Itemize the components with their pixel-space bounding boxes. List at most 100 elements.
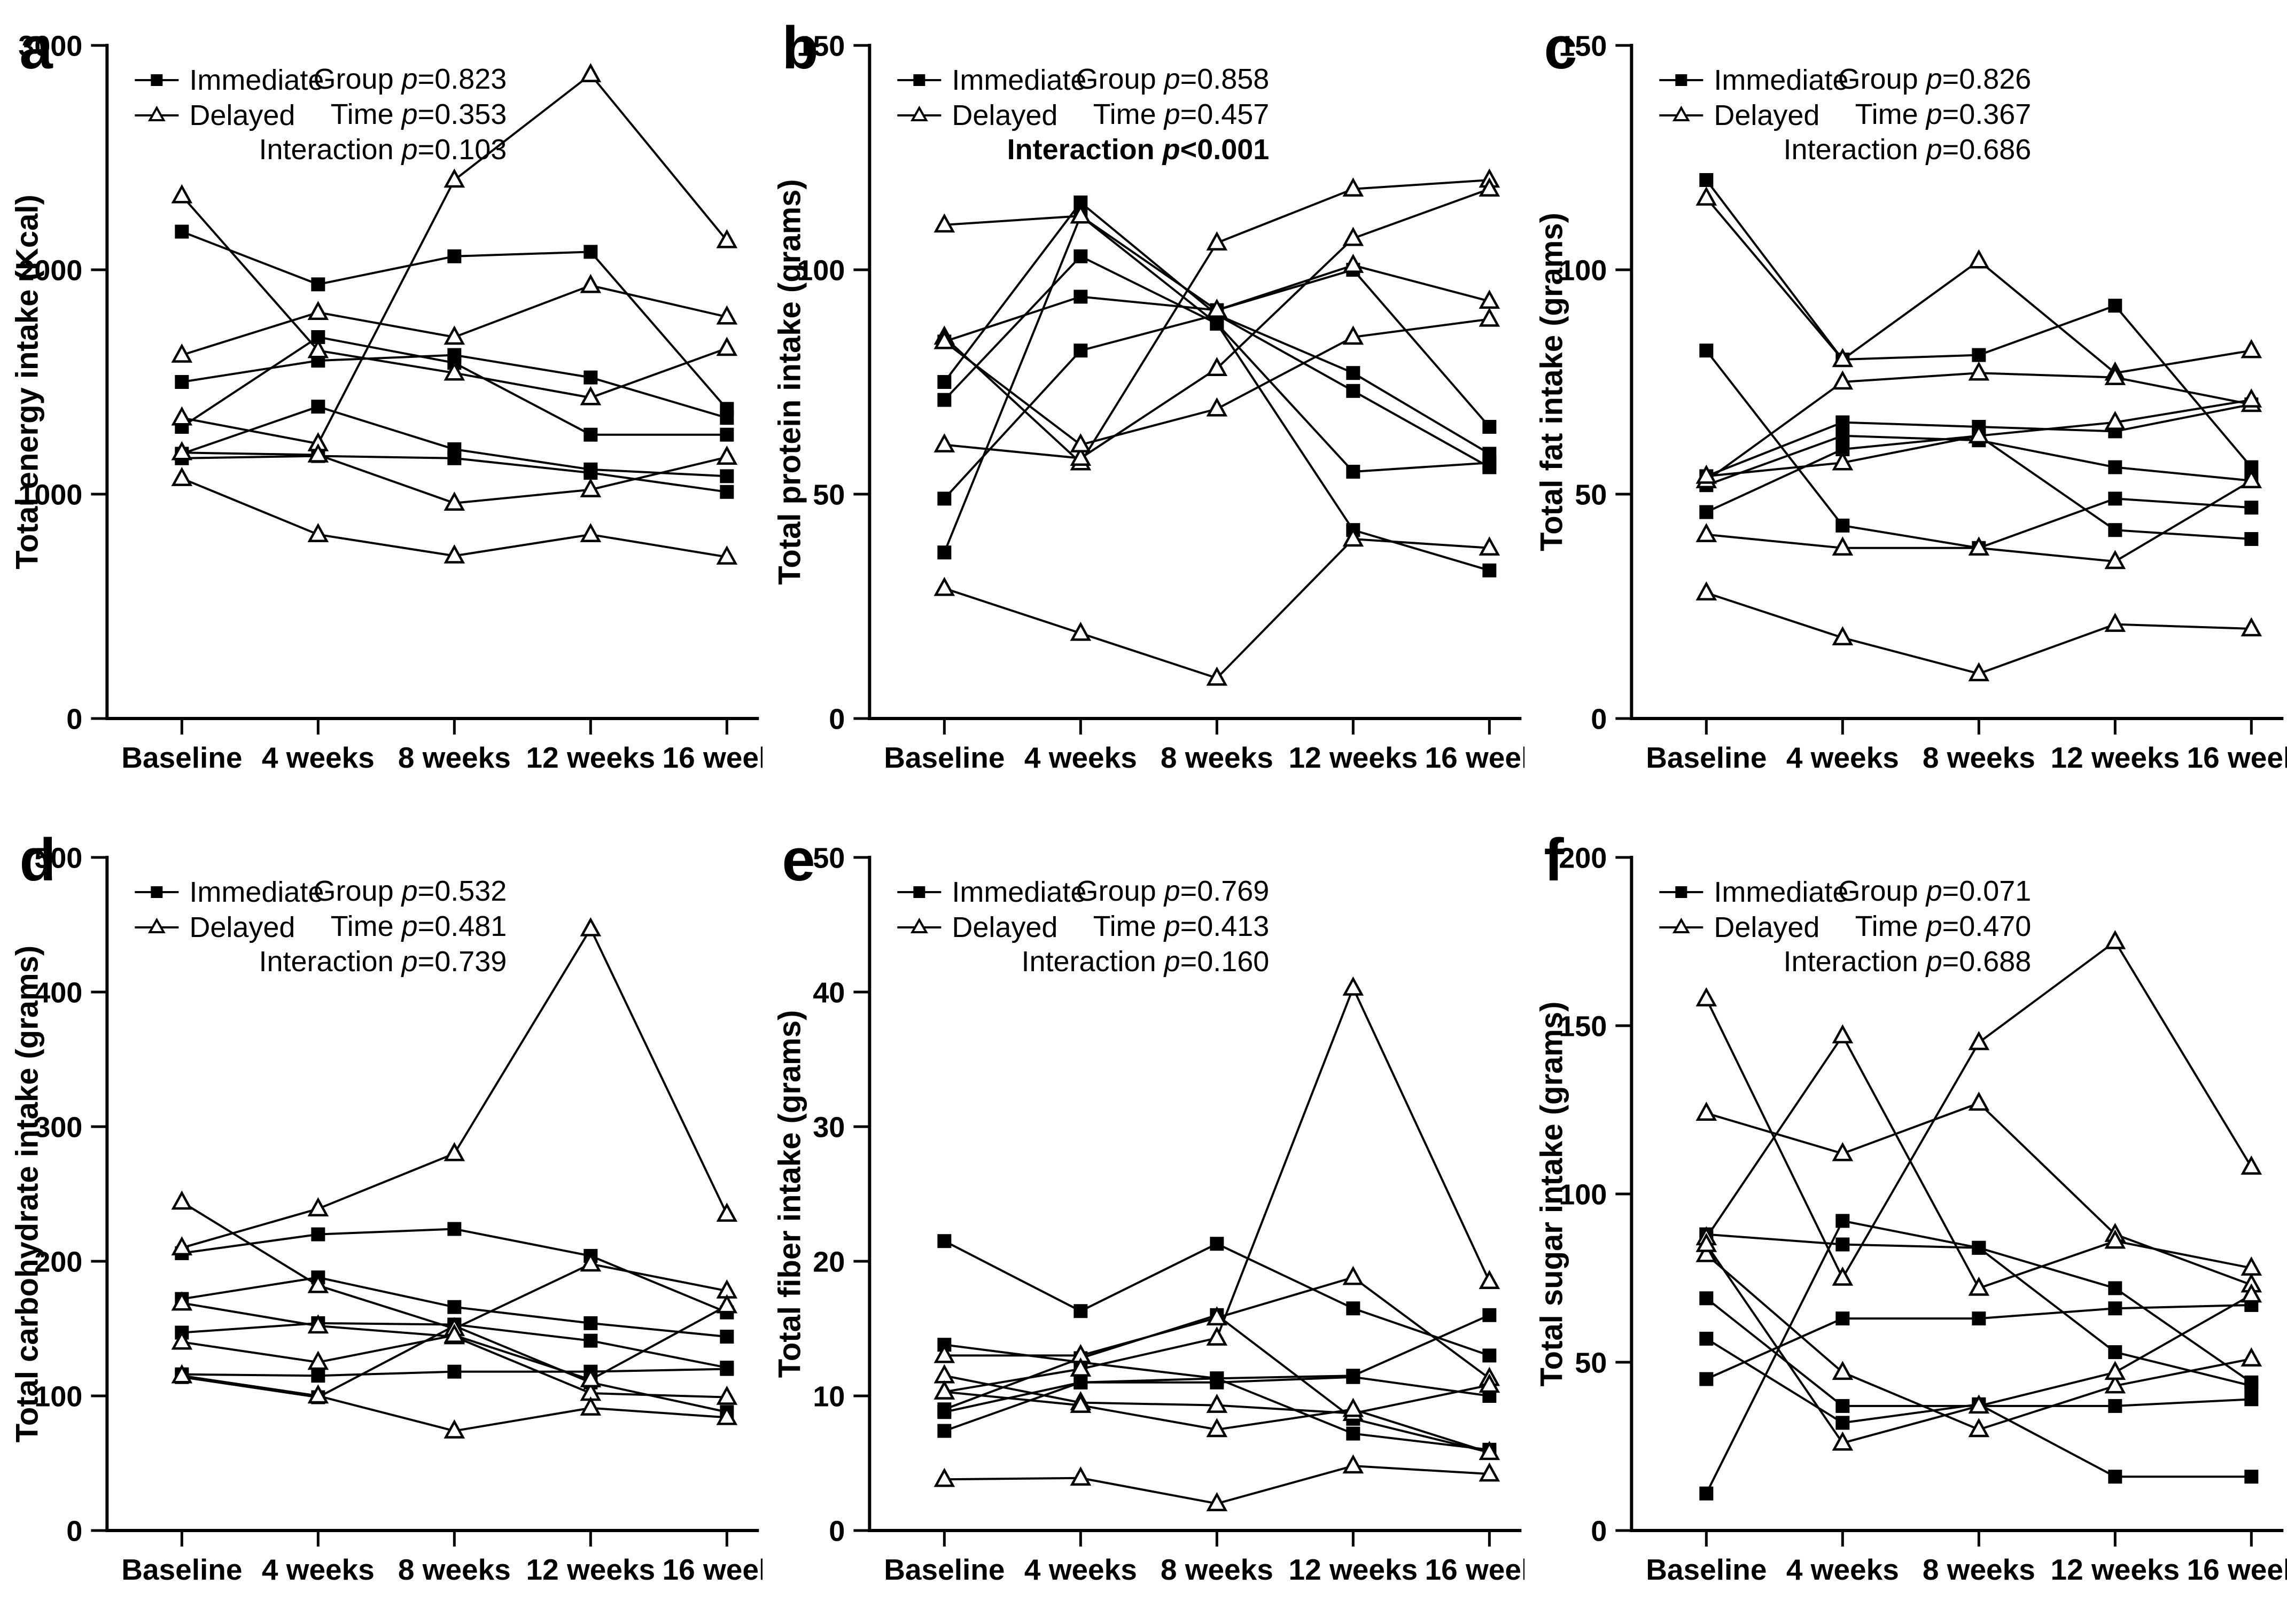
- open-triangle-icon: [444, 325, 465, 345]
- filled-square-icon: [2244, 1470, 2259, 1484]
- line-delayed-9: [944, 537, 1490, 680]
- legend-immediate: Immediate: [1659, 876, 1849, 908]
- x-tick-label: Baseline: [884, 741, 1005, 774]
- line-immediate-3: [181, 405, 727, 478]
- filled-square-icon: [2108, 1399, 2122, 1413]
- open-triangle-icon: [580, 1368, 602, 1388]
- open-triangle-icon: [1968, 249, 1990, 269]
- legend-label: Immediate: [1714, 876, 1849, 908]
- open-triangle-icon: [307, 301, 329, 321]
- line-delayed-5: [1706, 197, 2252, 374]
- filled-square-icon: [2108, 1281, 2122, 1295]
- filled-square-icon: [720, 1330, 734, 1344]
- filled-square-icon: [1073, 249, 1087, 263]
- filled-square-icon: [584, 245, 598, 259]
- open-triangle-icon: [2104, 365, 2126, 385]
- stat-time: Time p=0.457: [1093, 98, 1269, 130]
- x-tick-label: 4 weeks: [1786, 741, 1899, 774]
- filled-square-icon: [2244, 1392, 2259, 1407]
- filled-square-icon: [720, 485, 734, 499]
- x-tick-label: 4 weeks: [1024, 1553, 1137, 1586]
- filled-square-icon: [447, 249, 462, 263]
- filled-square-icon: [720, 1362, 734, 1376]
- filled-square-icon: [1835, 1237, 1850, 1252]
- open-triangle-icon: [171, 441, 193, 460]
- filled-square-icon: [1345, 1301, 1360, 1316]
- stat-time: Time p=0.481: [331, 910, 507, 942]
- x-tick-label: 4 weeks: [262, 741, 375, 774]
- filled-square-icon: [2108, 523, 2122, 537]
- filled-square-icon: [1073, 1304, 1087, 1318]
- filled-square-icon: [2108, 491, 2122, 506]
- x-tick-label: 12 weeks: [526, 741, 656, 774]
- open-triangle-icon: [1673, 917, 1691, 933]
- open-triangle-icon: [1342, 325, 1364, 345]
- open-triangle-icon: [1695, 186, 1717, 206]
- x-tick-label: 8 weeks: [1160, 1553, 1273, 1586]
- open-triangle-icon: [1070, 204, 1091, 224]
- y-tick-label: 150: [1559, 30, 1607, 62]
- filled-square-icon: [1209, 1237, 1224, 1251]
- filled-square-icon: [1835, 415, 1850, 430]
- open-triangle-icon: [307, 522, 329, 542]
- filled-square-icon: [1675, 886, 1687, 898]
- open-triangle-icon: [1832, 1266, 1854, 1286]
- y-tick-label: 50: [813, 842, 845, 874]
- y-axis-title: Total protein intake (grams): [772, 179, 807, 584]
- filled-square-icon: [2108, 460, 2122, 474]
- open-triangle-icon: [1832, 451, 1854, 471]
- legend-delayed: Delayed: [1659, 911, 1820, 943]
- panel-e: 0 10 20 30 40 50 Baseline 4 weeks 8 weeks 12 week…: [763, 812, 1524, 1624]
- stat-group: Group p=0.823: [314, 63, 507, 95]
- legend-immediate: Immediate: [897, 64, 1086, 96]
- open-triangle-icon: [1342, 976, 1364, 996]
- open-triangle-icon: [2104, 410, 2126, 430]
- legend-label: Delayed: [1714, 99, 1820, 131]
- filled-square-icon: [1345, 366, 1360, 380]
- x-tick-label: 16 weeks: [663, 1553, 763, 1586]
- open-triangle-icon: [1832, 1024, 1854, 1044]
- filled-square-icon: [1073, 1375, 1087, 1389]
- x-tick-label: 12 weeks: [526, 1553, 656, 1586]
- open-triangle-icon: [2241, 1283, 2262, 1303]
- filled-square-icon: [937, 491, 951, 506]
- chart-d: 0 100 200 300 400 500 Baseline 4 weeks 8 weeks 12…: [10, 826, 763, 1586]
- open-triangle-icon: [1695, 1232, 1717, 1252]
- stat-group: Group p=0.858: [1076, 63, 1269, 95]
- open-triangle-icon: [1673, 105, 1691, 121]
- open-triangle-icon: [171, 1330, 193, 1350]
- y-tick-label: 2000: [18, 254, 82, 286]
- x-tick-label: 12 weeks: [2051, 741, 2180, 774]
- filled-square-icon: [1073, 290, 1087, 304]
- filled-square-icon: [1699, 173, 1714, 187]
- open-triangle-icon: [1832, 348, 1854, 368]
- open-triangle-icon: [2104, 930, 2126, 949]
- open-triangle-icon: [1206, 1326, 1227, 1346]
- y-axis-title: Total fiber intake (grams): [772, 1010, 807, 1378]
- stat-interaction: Interaction p=0.688: [1784, 946, 2032, 978]
- filled-square-icon: [584, 1316, 598, 1330]
- filled-square-icon: [447, 451, 462, 465]
- open-triangle-icon: [444, 491, 465, 511]
- open-triangle-icon: [1342, 1397, 1364, 1417]
- open-triangle-icon: [580, 1252, 602, 1272]
- y-tick-label: 1000: [18, 479, 82, 511]
- legend-immediate: Immediate: [135, 64, 324, 96]
- y-tick-label: 100: [1559, 1178, 1607, 1211]
- open-triangle-icon: [580, 522, 602, 542]
- open-triangle-icon: [934, 1344, 955, 1363]
- legend-label: Delayed: [1714, 911, 1820, 943]
- open-triangle-icon: [1070, 433, 1091, 452]
- stat-time: Time p=0.367: [1855, 98, 2032, 130]
- panel-d: 0 100 200 300 400 500 Baseline 4 weeks 8 weeks 12…: [0, 812, 763, 1624]
- y-tick-label: 500: [34, 842, 82, 874]
- open-triangle-icon: [1695, 987, 1717, 1006]
- filled-square-icon: [447, 1222, 462, 1236]
- filled-square-icon: [913, 74, 925, 86]
- open-triangle-icon: [716, 337, 738, 356]
- open-triangle-icon: [444, 544, 465, 564]
- open-triangle-icon: [1206, 231, 1227, 251]
- open-triangle-icon: [1968, 1030, 1990, 1050]
- panel-letter: a: [19, 14, 53, 81]
